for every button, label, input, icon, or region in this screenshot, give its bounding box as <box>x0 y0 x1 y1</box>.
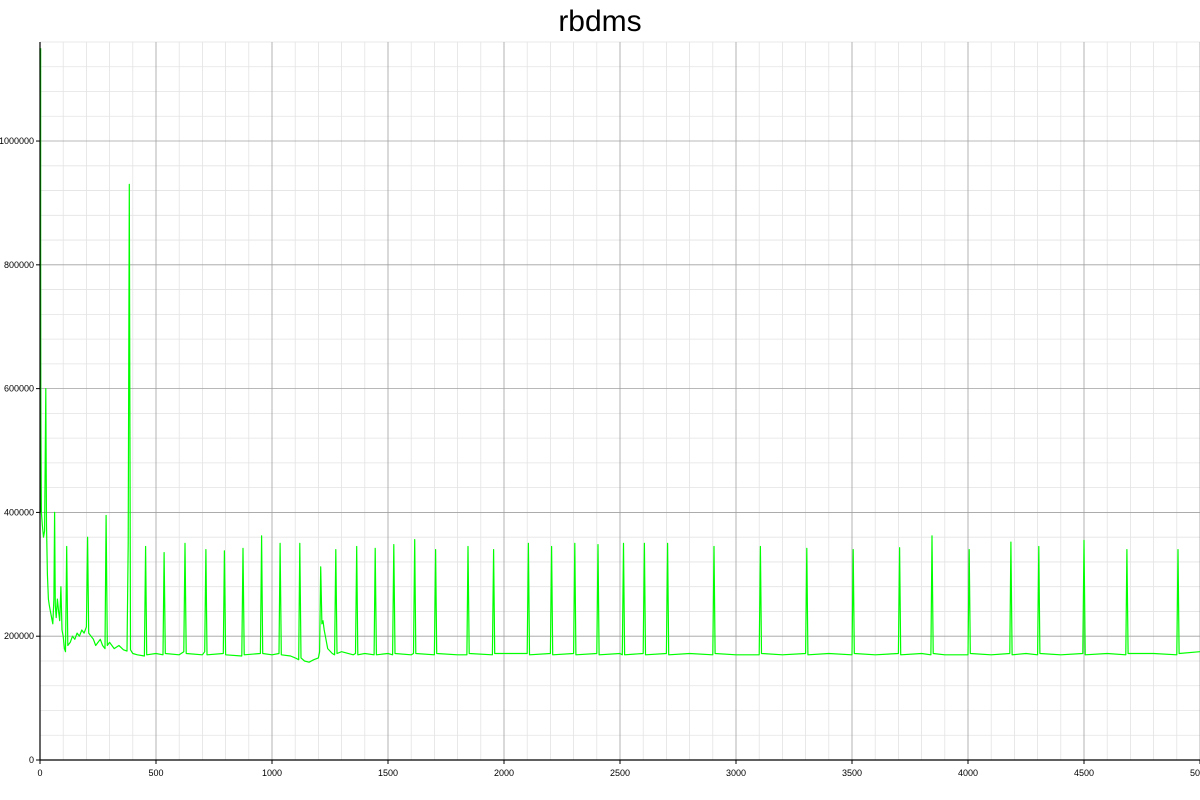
x-tick-label: 2500 <box>610 768 630 778</box>
y-tick-label: 0 <box>29 755 34 765</box>
chart-title: rbdms <box>558 5 641 38</box>
y-tick-label: 800000 <box>4 260 34 270</box>
y-tick-label: 200000 <box>4 631 34 641</box>
x-tick-label: 0 <box>37 768 42 778</box>
x-tick-label: 3500 <box>842 768 862 778</box>
x-tick-label: 1000 <box>262 768 282 778</box>
y-tick-labels: 0 200000 400000 600000 800000 1000000 <box>0 136 40 765</box>
x-tick-label: 5000 <box>1190 768 1200 778</box>
major-grid <box>39 42 1200 761</box>
y-tick-label: 400000 <box>4 507 34 517</box>
x-tick-label: 4000 <box>958 768 978 778</box>
x-tick-label: 3000 <box>726 768 746 778</box>
y-tick-label: 600000 <box>4 384 34 394</box>
series-line <box>39 48 1200 663</box>
x-tick-label: 2000 <box>494 768 514 778</box>
x-tick-label: 1500 <box>378 768 398 778</box>
x-tick-label: 4500 <box>1074 768 1094 778</box>
x-tick-label: 500 <box>148 768 163 778</box>
x-tick-labels: 0 500 1000 1500 2000 2500 3000 3500 4000 4500 5000 <box>37 760 1200 778</box>
y-tick-label: 1000000 <box>0 136 34 146</box>
